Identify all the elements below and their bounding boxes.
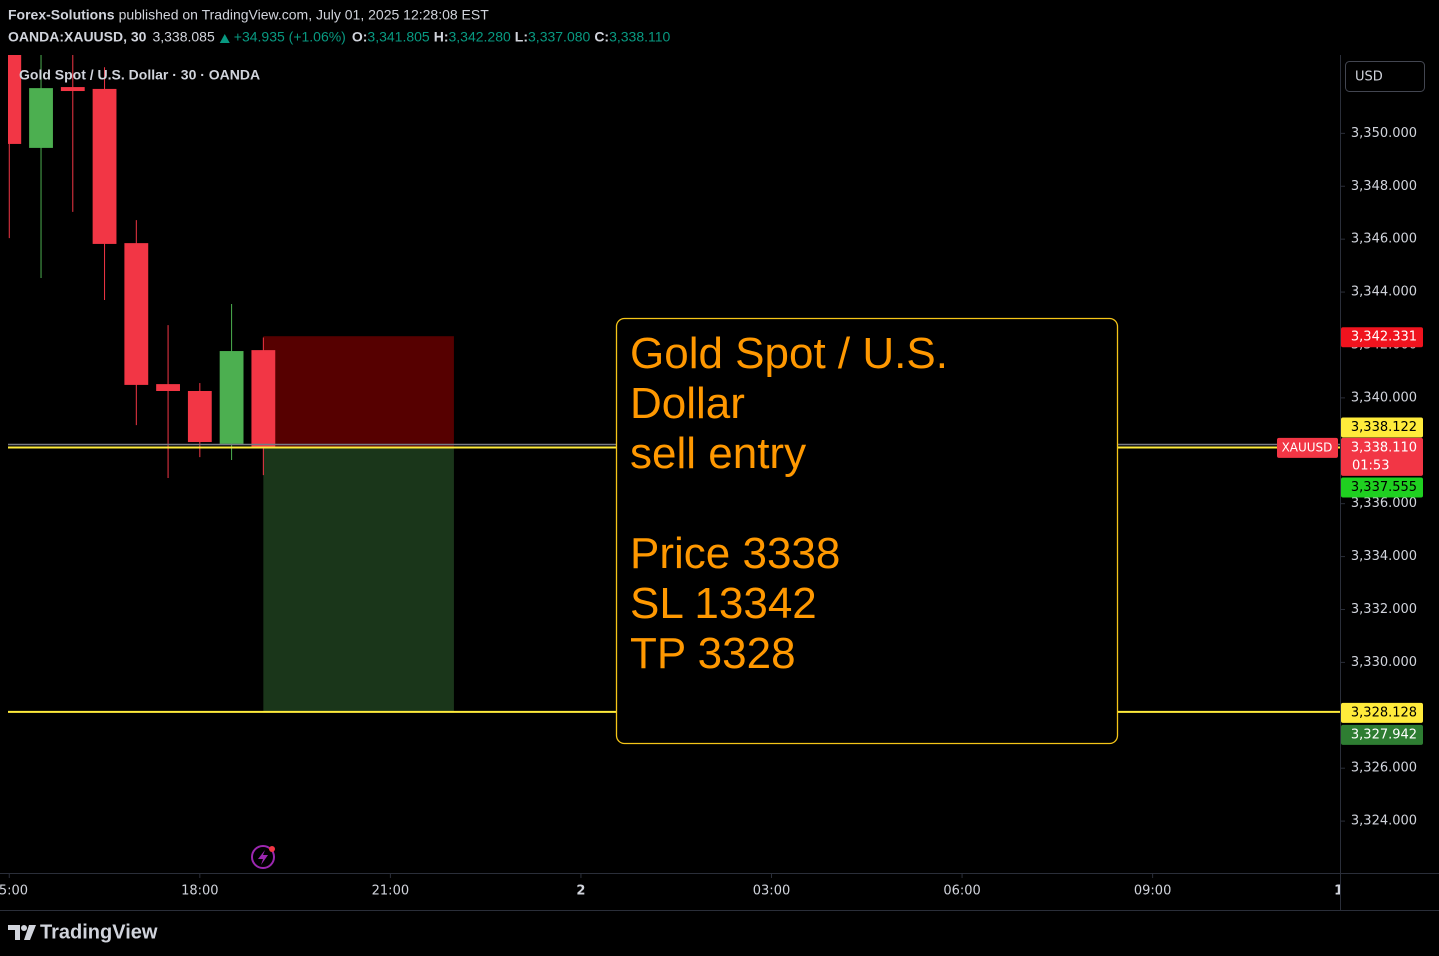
stop-label-bg: [1341, 327, 1423, 348]
entry-label-bg: [1341, 417, 1423, 438]
candle-body: [187, 390, 212, 443]
x-tick-label: 2: [576, 884, 585, 899]
plot-area: [8, 55, 1340, 713]
candle-body: [92, 88, 117, 244]
candle-body: [156, 384, 180, 391]
annotation-line: sell entry: [630, 429, 806, 478]
candle-body: [124, 243, 149, 385]
x-tick-label: 06:00: [943, 884, 980, 899]
ohlc-value: 3,341.805: [367, 29, 429, 45]
header: Forex-Solutions published on TradingView.…: [8, 7, 671, 45]
chart-title: Gold Spot / U.S. Dollar · 30 · OANDA: [19, 67, 260, 83]
symbol-tag: XAUUSD: [1282, 440, 1333, 454]
y-tick-label: 3,346.000: [1351, 232, 1417, 247]
annotation-line: SL 13342: [630, 579, 817, 628]
symbol-tag-bg: [1277, 437, 1338, 458]
y-tick-label: 3,330.000: [1351, 655, 1417, 670]
y-tick-label: 3,324.000: [1351, 814, 1417, 829]
annotation-box: [615, 317, 1119, 745]
y-tick-label: 3,350.000: [1351, 126, 1417, 141]
brand-name: TradingView: [40, 921, 158, 943]
ohlc-value: 3,342.280: [449, 29, 511, 45]
currency-button[interactable]: USD: [1345, 61, 1425, 92]
change: +34.935 (+1.06%): [234, 29, 346, 45]
last-price-bg: [1341, 437, 1423, 476]
ohlc-label: O:: [352, 29, 368, 45]
x-tick-label: 09:00: [1134, 884, 1171, 899]
profit-zone: [263, 447, 454, 712]
ohlc-label: H:: [434, 29, 449, 45]
last-price-label: 3,338.110: [1351, 440, 1417, 455]
y-tick-label: 3,348.000: [1351, 179, 1417, 194]
brand-logo: [8, 925, 36, 940]
candle-body: [29, 88, 53, 148]
y-tick-label: 3,332.000: [1351, 602, 1417, 617]
up-arrow: [219, 34, 230, 43]
alert-icon[interactable]: [251, 845, 275, 869]
x-tick-label: 21:00: [372, 884, 409, 899]
quote-label-bg: [1341, 477, 1423, 498]
y-tick-label: 3,340.000: [1351, 390, 1417, 405]
ohlc-label: C:: [594, 29, 609, 45]
y-tick-label: 3,334.000: [1351, 549, 1417, 564]
y-tick-label: 3,336.000: [1351, 496, 1417, 511]
countdown: 01:53: [1352, 458, 1389, 473]
symbol: OANDA:XAUUSD, 30: [8, 29, 147, 45]
time-axis: 15:00 18:00 21:00 2 03:00 06:00 09:00 12: [0, 874, 1352, 899]
entry-label: 3,338.122: [1351, 420, 1417, 435]
x-tick-label: 03:00: [753, 884, 790, 899]
currency-label: USD: [1355, 70, 1383, 85]
x-tick-label: 18:00: [181, 884, 218, 899]
annotation-line: Gold Spot / U.S.: [630, 329, 948, 378]
author: Forex-Solutions: [8, 7, 115, 23]
alert-dot: [269, 846, 275, 852]
ohlc-label: L:: [515, 29, 528, 45]
x-tick-label: 15:00: [0, 884, 28, 899]
x-tick-label: 12: [1334, 884, 1352, 899]
annotation-line: TP 3328: [630, 629, 796, 678]
quote-label: 3,337.555: [1351, 480, 1417, 495]
alert-ring: [251, 845, 275, 869]
target-label-bg: [1341, 702, 1423, 723]
loss-zone: [263, 336, 454, 448]
last-price: 3,338.085: [152, 29, 214, 45]
target-label: 3,328.128: [1351, 705, 1417, 720]
annotation-line: Price 3338: [630, 529, 840, 578]
candle-body: [251, 350, 276, 448]
ohlc-value: 3,338.110: [609, 29, 670, 45]
y-tick-label: 3,344.000: [1351, 285, 1417, 300]
candle-body: [8, 55, 22, 144]
ohlc-value: 3,337.080: [528, 29, 590, 45]
quote-label: 3,327.942: [1351, 727, 1417, 742]
price-axis: 3,324.0003,326.0003,328.0003,330.0003,33…: [1277, 126, 1423, 829]
quote-label-bg: [1341, 724, 1423, 745]
candle-body: [60, 87, 85, 92]
stop-label: 3,342.331: [1351, 330, 1417, 345]
alert-bolt: [258, 850, 268, 865]
logo-part: [24, 925, 36, 940]
logo-part: [8, 925, 20, 940]
logo-part: [21, 925, 27, 931]
candle-body: [219, 351, 244, 444]
button-frame: [1345, 61, 1425, 92]
y-tick-label: 3,326.000: [1351, 761, 1417, 776]
annotation-line: Dollar: [630, 379, 745, 428]
published-info: published on TradingView.com, July 01, 2…: [119, 7, 490, 23]
